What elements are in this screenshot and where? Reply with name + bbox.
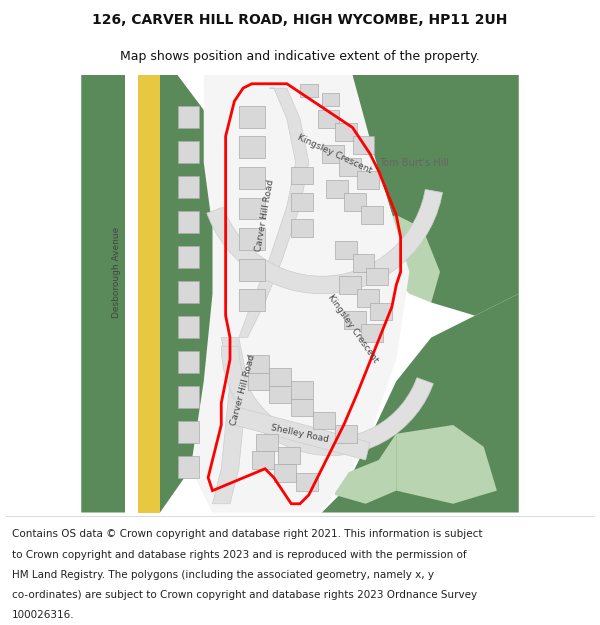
Bar: [178, 456, 199, 478]
Bar: [335, 425, 357, 442]
Polygon shape: [353, 75, 519, 316]
Bar: [365, 268, 388, 285]
Text: Tom Burt's Hill: Tom Burt's Hill: [379, 158, 449, 168]
Text: Shelley Road: Shelley Road: [270, 423, 330, 444]
Polygon shape: [396, 425, 497, 504]
Bar: [239, 106, 265, 127]
Text: Carver Hill Road: Carver Hill Road: [229, 354, 257, 426]
Bar: [340, 158, 361, 176]
Bar: [357, 289, 379, 307]
Text: 100026316.: 100026316.: [12, 611, 74, 621]
Bar: [340, 276, 361, 294]
Bar: [256, 434, 278, 451]
Bar: [335, 241, 357, 259]
Bar: [361, 324, 383, 342]
Text: Contains OS data © Crown copyright and database right 2021. This information is : Contains OS data © Crown copyright and d…: [12, 529, 482, 539]
Bar: [178, 211, 199, 232]
Bar: [239, 167, 265, 189]
Bar: [178, 106, 199, 127]
Polygon shape: [81, 75, 226, 512]
Bar: [248, 355, 269, 372]
Polygon shape: [134, 75, 160, 512]
Text: co-ordinates) are subject to Crown copyright and database rights 2023 Ordnance S: co-ordinates) are subject to Crown copyr…: [12, 590, 477, 600]
Bar: [269, 368, 291, 386]
Text: Desborough Avenue: Desborough Avenue: [112, 226, 121, 318]
Bar: [322, 92, 340, 106]
Bar: [361, 206, 383, 224]
Bar: [252, 451, 274, 469]
Bar: [296, 473, 317, 491]
Text: to Crown copyright and database rights 2023 and is reproduced with the permissio: to Crown copyright and database rights 2…: [12, 549, 467, 559]
Text: Kingsley Crescent: Kingsley Crescent: [326, 293, 379, 364]
Bar: [357, 171, 379, 189]
Polygon shape: [235, 408, 370, 460]
Bar: [300, 84, 317, 97]
Bar: [274, 464, 296, 482]
Bar: [239, 198, 265, 219]
Text: 126, CARVER HILL ROAD, HIGH WYCOMBE, HP11 2UH: 126, CARVER HILL ROAD, HIGH WYCOMBE, HP1…: [92, 13, 508, 28]
Polygon shape: [335, 434, 396, 504]
Polygon shape: [212, 338, 248, 504]
Bar: [344, 193, 365, 211]
Bar: [278, 447, 300, 464]
Bar: [178, 281, 199, 302]
Bar: [353, 254, 374, 272]
Text: Map shows position and indicative extent of the property.: Map shows position and indicative extent…: [120, 51, 480, 63]
Bar: [370, 302, 392, 320]
Bar: [239, 228, 265, 250]
Bar: [178, 386, 199, 408]
Bar: [178, 351, 199, 372]
Bar: [317, 110, 340, 128]
Polygon shape: [125, 75, 138, 512]
Text: Carver Hill Road: Carver Hill Road: [254, 178, 276, 252]
Bar: [335, 123, 357, 141]
Bar: [291, 167, 313, 184]
Text: HM Land Registry. The polygons (including the associated geometry, namely x, y: HM Land Registry. The polygons (includin…: [12, 570, 434, 580]
Polygon shape: [207, 189, 443, 294]
Polygon shape: [365, 215, 440, 302]
Text: Kingsley Crescent: Kingsley Crescent: [296, 132, 374, 175]
Bar: [291, 381, 313, 399]
Bar: [178, 316, 199, 338]
Bar: [344, 311, 365, 329]
Bar: [353, 136, 374, 154]
Bar: [291, 193, 313, 211]
Bar: [239, 136, 265, 158]
Polygon shape: [221, 346, 433, 456]
Bar: [326, 180, 348, 198]
Bar: [239, 289, 265, 311]
Bar: [322, 145, 344, 162]
Bar: [178, 176, 199, 198]
Bar: [291, 399, 313, 416]
Polygon shape: [239, 88, 309, 338]
Bar: [291, 219, 313, 237]
Bar: [239, 259, 265, 281]
Polygon shape: [191, 75, 409, 512]
Bar: [313, 412, 335, 429]
Bar: [178, 421, 199, 442]
Polygon shape: [248, 75, 353, 162]
Bar: [178, 141, 199, 162]
Bar: [269, 386, 291, 403]
Bar: [178, 246, 199, 268]
Polygon shape: [322, 294, 519, 512]
Bar: [248, 372, 269, 390]
